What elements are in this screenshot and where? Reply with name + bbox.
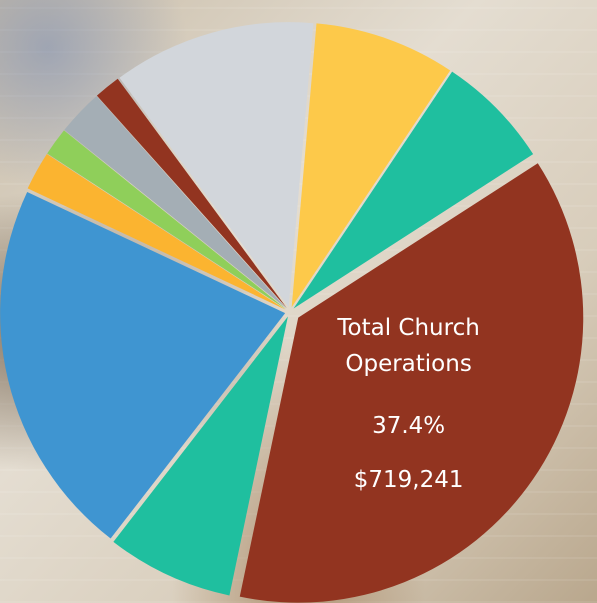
pie-slice bbox=[64, 96, 287, 309]
slice-amount: $719,241 bbox=[353, 467, 464, 493]
pie-slice bbox=[47, 130, 286, 310]
slice-label: Total Church Operations bbox=[337, 315, 480, 377]
pie-slice bbox=[239, 163, 584, 603]
pie-slice bbox=[291, 23, 451, 308]
pie-slice bbox=[113, 316, 288, 596]
pie-slice bbox=[0, 192, 286, 539]
pie-slice bbox=[293, 71, 534, 309]
slice-percent: 37.4% bbox=[372, 413, 446, 439]
pie-slice bbox=[119, 22, 314, 308]
pie-slice bbox=[27, 154, 286, 310]
pie-slice bbox=[96, 78, 287, 309]
